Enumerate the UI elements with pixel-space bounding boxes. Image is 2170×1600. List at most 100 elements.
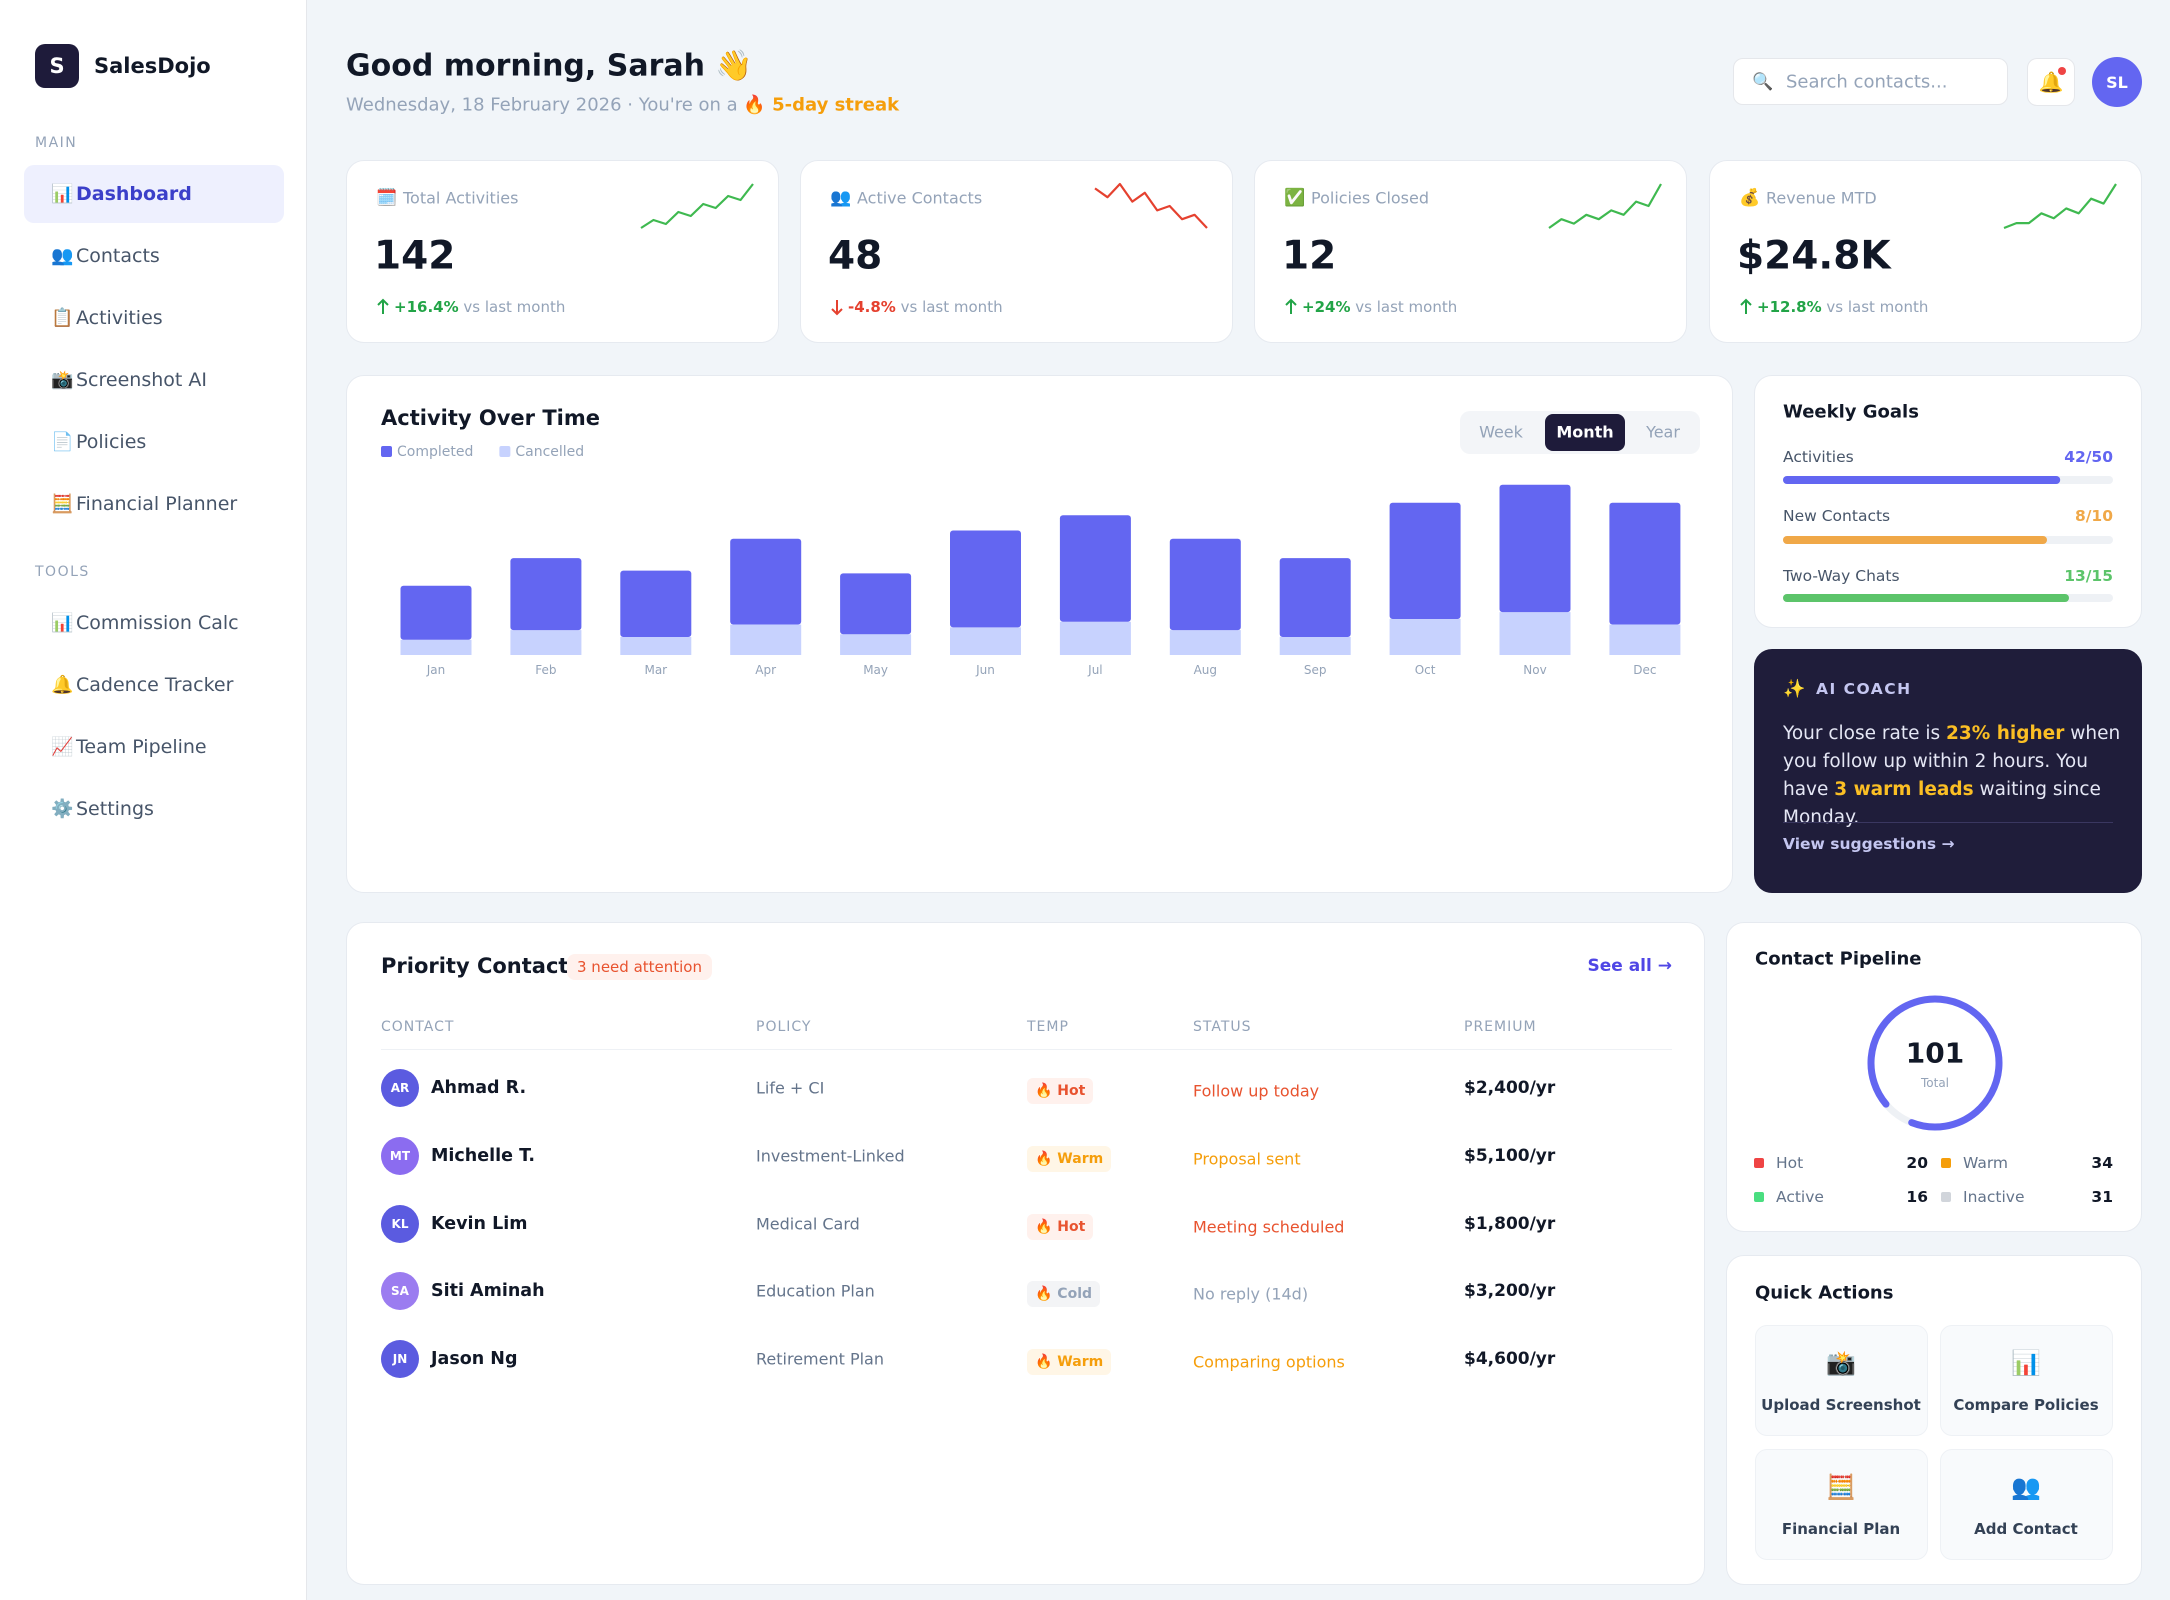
column-header: STATUS: [1193, 1019, 1252, 1035]
donut-total-label: Total: [1920, 1076, 1950, 1090]
view-suggestions-link[interactable]: View suggestions →: [1783, 835, 1955, 853]
avatar[interactable]: SL: [2092, 57, 2142, 107]
goal-label: Activities: [1783, 448, 1854, 466]
nav-item[interactable]: Settings: [76, 798, 154, 820]
x-tick-label: Aug: [1193, 663, 1218, 677]
nav-item[interactable]: Contacts: [76, 245, 160, 267]
nav-icon: 📈: [51, 736, 74, 758]
nav-section-title: MAIN: [35, 135, 78, 151]
kpi-change-line: +24% vs last month: [1302, 298, 1457, 316]
see-all-link[interactable]: See all →: [1587, 956, 1672, 976]
nav-icon: 🧮: [51, 493, 74, 515]
kpi-value: 12: [1282, 233, 1337, 279]
kpi-change: -4.8%: [848, 298, 896, 316]
contact-premium: $4,600/yr: [1464, 1349, 1556, 1370]
legend-label: Cancelled: [515, 444, 585, 460]
ai-coach-title: AI COACH: [1816, 680, 1912, 698]
action-tile[interactable]: [1940, 1325, 2113, 1436]
column-header: PREMIUM: [1464, 1019, 1537, 1035]
action-icon: 👥: [2011, 1473, 2041, 1501]
nav-active-bg: [24, 165, 284, 223]
nav-icon: 📊: [51, 612, 74, 634]
kpi-value: 142: [374, 233, 456, 279]
logo-mark: S: [35, 44, 79, 88]
column-header: POLICY: [756, 1019, 812, 1035]
streak: 🔥 5-day streak: [743, 94, 900, 116]
period-button[interactable]: Month: [1556, 422, 1614, 442]
notification-button[interactable]: [2027, 58, 2075, 106]
contact-premium: $3,200/yr: [1464, 1281, 1556, 1302]
x-tick-label: Dec: [1633, 663, 1657, 677]
action-icon: 📸: [1826, 1349, 1856, 1377]
nav-item[interactable]: Dashboard: [76, 183, 192, 205]
goal-label: New Contacts: [1783, 507, 1891, 525]
action-tile[interactable]: [1755, 1325, 1928, 1436]
search-box[interactable]: [1733, 58, 2008, 105]
kpi-icon: 🗓️: [376, 188, 398, 208]
kpi-change-line: +16.4% vs last month: [394, 298, 565, 316]
column-header: TEMP: [1027, 1019, 1069, 1035]
contact-name[interactable]: Michelle T.: [431, 1145, 536, 1166]
contact-status: Follow up today: [1193, 1081, 1320, 1101]
nav-icon: 📄: [51, 431, 74, 453]
segment-name: Warm: [1963, 1154, 2009, 1172]
period-active-bg: [1545, 414, 1625, 451]
contact-avatar: KL: [381, 1204, 419, 1243]
kpi-note: vs last month: [1826, 298, 1929, 316]
goals-title: Weekly Goals: [1783, 401, 1919, 423]
x-tick-label: Nov: [1523, 663, 1547, 677]
contact-status: Comparing options: [1193, 1352, 1345, 1372]
attention-badge: 3 need attention: [567, 954, 712, 980]
action-label: Add Contact: [1974, 1520, 2078, 1538]
segment-value: 16: [1906, 1188, 1928, 1206]
period-button[interactable]: Year: [1646, 422, 1680, 442]
action-tile[interactable]: [1755, 1449, 1928, 1560]
kpi-icon: 💰: [1739, 188, 1761, 208]
segment-name: Hot: [1776, 1154, 1804, 1172]
x-tick-label: Mar: [644, 663, 668, 677]
kpi-label: Total Activities: [403, 188, 519, 208]
goal-progress: 8/10: [2074, 507, 2113, 525]
nav-item[interactable]: Screenshot AI: [76, 369, 207, 391]
contact-name[interactable]: Jason Ng: [431, 1349, 518, 1370]
segment-value: 34: [2091, 1154, 2113, 1172]
goal-label: Two-Way Chats: [1783, 567, 1900, 585]
nav-item[interactable]: Cadence Tracker: [76, 674, 234, 696]
nav-item[interactable]: Policies: [76, 431, 147, 453]
contact-name[interactable]: Siti Aminah: [431, 1281, 545, 1302]
temp-badge: 🔥 Warm: [1027, 1145, 1112, 1172]
search-placeholder: Search contacts...: [1786, 71, 1948, 93]
column-header: CONTACT: [381, 1019, 455, 1035]
nav-icon: 👥: [51, 245, 74, 267]
kpi-change-line: +12.8% vs last month: [1757, 298, 1928, 316]
message-part: 23% higher: [1946, 723, 2065, 744]
nav-item[interactable]: Commission Calc: [76, 612, 239, 634]
x-tick-label: Jun: [976, 663, 995, 677]
nav-icon: 📸: [51, 369, 74, 391]
nav-item[interactable]: Activities: [76, 307, 163, 329]
legend-label: Completed: [397, 444, 474, 460]
notification-dot: [2058, 67, 2066, 75]
action-icon: 📊: [2011, 1349, 2041, 1377]
header-rule: [381, 1049, 1672, 1050]
segment-value: 20: [1906, 1154, 1928, 1172]
x-tick-label: Jul: [1088, 663, 1103, 677]
contact-policy: Retirement Plan: [756, 1349, 884, 1369]
kpi-label: Policies Closed: [1311, 188, 1430, 208]
x-tick-label: Jan: [426, 663, 446, 677]
contact-name[interactable]: Kevin Lim: [431, 1213, 528, 1234]
contact-name[interactable]: Ahmad R.: [431, 1078, 527, 1098]
pipeline-title: Contact Pipeline: [1755, 948, 1922, 970]
nav-item[interactable]: Team Pipeline: [76, 736, 207, 758]
period-button[interactable]: Week: [1479, 422, 1523, 442]
action-tile[interactable]: [1940, 1449, 2113, 1560]
brand-name: SalesDojo: [94, 54, 211, 78]
segment-name: Inactive: [1963, 1188, 2025, 1206]
goal-progress: 13/15: [2064, 567, 2113, 585]
kpi-label: Active Contacts: [857, 188, 983, 208]
segment-value: 31: [2091, 1188, 2113, 1206]
nav-item[interactable]: Financial Planner: [76, 493, 238, 515]
kpi-icon: 👥: [830, 188, 852, 208]
sidebar: [0, 0, 307, 1600]
